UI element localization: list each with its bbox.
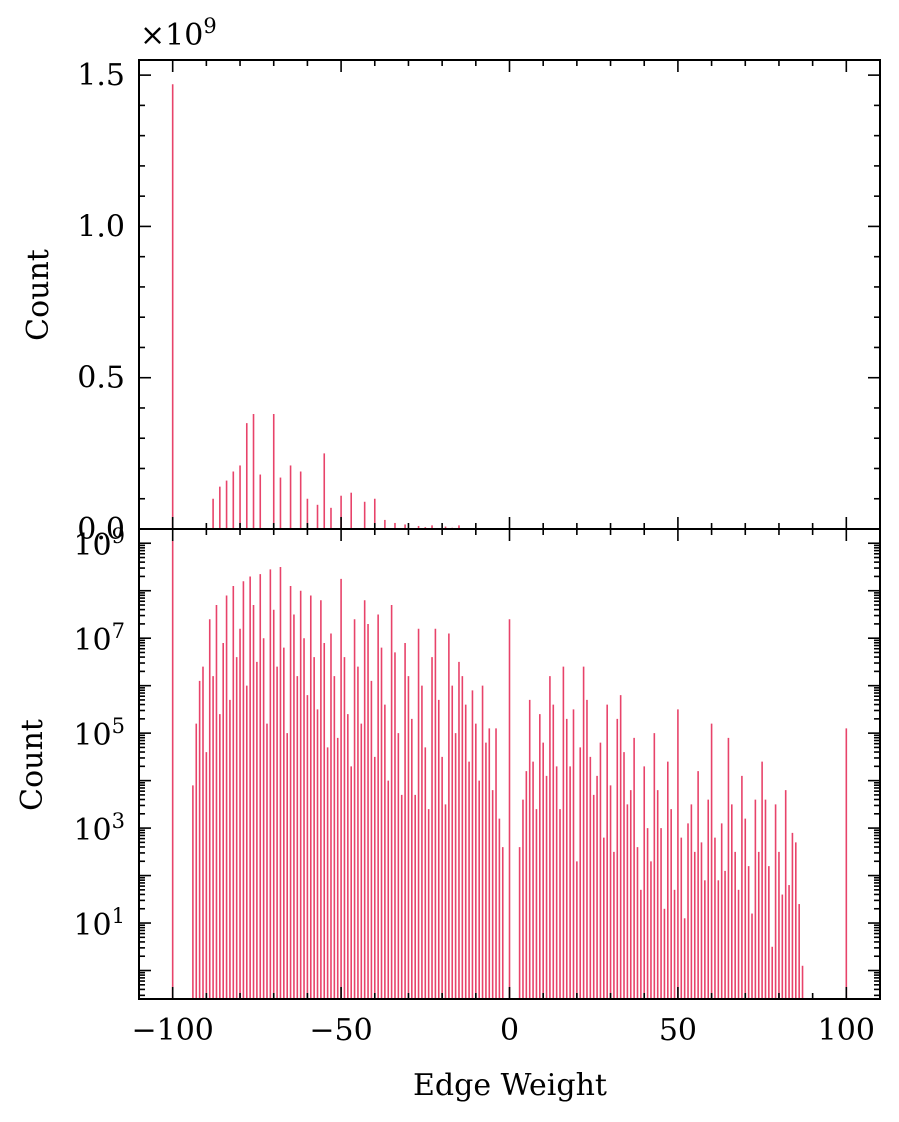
x-tick-label: 50	[659, 1013, 697, 1048]
x-tick-label: −100	[131, 1013, 213, 1048]
top-y-axis-label: Count	[21, 249, 56, 341]
top-y-tick-label: 1.5	[77, 58, 125, 93]
x-axis-label: Edge Weight	[413, 1068, 607, 1103]
top-y-tick-label: 1.0	[77, 209, 125, 244]
top-y-tick-label: 0.0	[77, 512, 125, 547]
top-panel: 0.0 0.5 1.0 1.5 ×109 Count	[21, 14, 881, 547]
top-bars	[171, 84, 460, 529]
top-axes-frame	[138, 59, 881, 530]
x-tick-label: 0	[500, 1013, 519, 1048]
bottom-bars	[171, 540, 848, 999]
top-y-tick-label: 0.5	[77, 361, 125, 396]
bottom-y-tick-label: 103	[73, 809, 125, 848]
x-tick-label: 100	[818, 1013, 875, 1048]
bottom-y-tick-label: 109	[73, 524, 125, 563]
bottom-panel: 101 103 105 107 109 Count	[15, 524, 881, 1000]
bottom-y-axis-label: Count	[15, 719, 50, 811]
top-ticks: 0.0 0.5 1.0 1.5	[77, 58, 881, 547]
top-multiplier-label: ×109	[140, 14, 217, 53]
bottom-axes-frame	[138, 528, 881, 1000]
bottom-y-tick-label: 101	[73, 904, 125, 943]
x-tick-labels: −100 −50 0 50 100	[131, 1013, 874, 1048]
x-tick-label: −50	[309, 1013, 372, 1048]
bottom-y-tick-label: 107	[73, 619, 125, 658]
bottom-y-tick-label: 105	[73, 714, 125, 753]
